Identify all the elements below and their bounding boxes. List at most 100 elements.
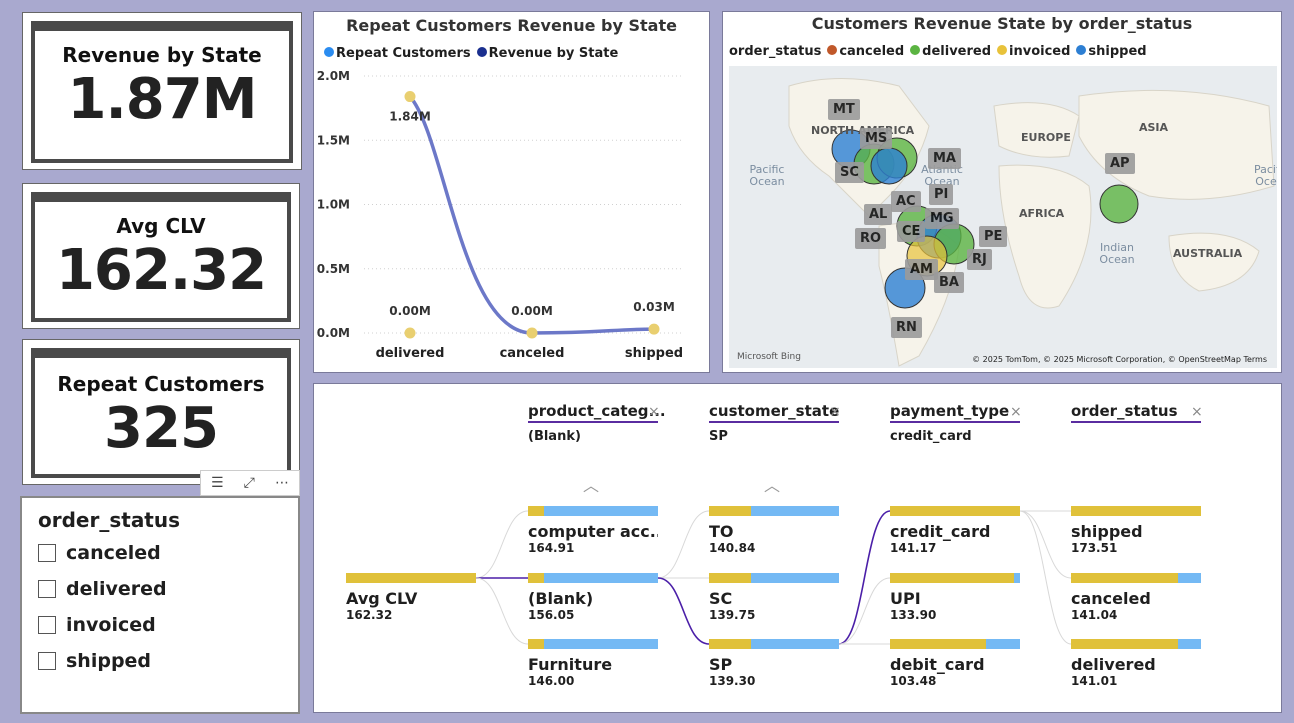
- y-tick-label: 1.5M: [317, 133, 350, 147]
- tree-node[interactable]: TO 140.84: [709, 506, 839, 555]
- tree-node[interactable]: Avg CLV 162.32: [346, 573, 476, 622]
- node-bar: [1071, 573, 1201, 583]
- x-tick-label: shipped: [625, 346, 683, 361]
- filter-icon[interactable]: ☰: [211, 475, 224, 491]
- node-label: Avg CLV: [346, 589, 418, 608]
- map-canvas[interactable]: NORTH AMERICA EUROPE ASIA AFRICA AUSTRAL…: [729, 66, 1277, 368]
- map-copyright[interactable]: © 2025 TomTom, © 2025 Microsoft Corporat…: [972, 355, 1267, 364]
- visual-toolbar: ☰ ⤢ ⋯: [200, 470, 300, 496]
- state-tag[interactable]: SC: [835, 162, 864, 183]
- focus-mode-icon[interactable]: ⤢: [243, 475, 255, 491]
- tree-node[interactable]: credit_card 141.17: [890, 506, 1020, 555]
- legend-item[interactable]: invoiced: [997, 44, 1070, 59]
- state-tag[interactable]: PE: [979, 226, 1008, 247]
- tree-node[interactable]: SP 139.30: [709, 639, 839, 688]
- tree-node[interactable]: debit_card 103.48: [890, 639, 1020, 688]
- node-bar: [890, 639, 1020, 649]
- node-label: credit_card: [890, 522, 991, 541]
- state-tag[interactable]: CE: [897, 221, 926, 242]
- ocean-label: Pacific Oce: [1254, 164, 1277, 188]
- node-value: 139.30: [709, 674, 756, 688]
- connector: [475, 577, 529, 645]
- tree-node[interactable]: computer acc... 164.91: [528, 506, 658, 555]
- connector: [1019, 510, 1072, 645]
- tree-node[interactable]: Furniture 146.00: [528, 639, 658, 688]
- node-label: SP: [709, 655, 733, 674]
- kpi-value: 325: [104, 396, 219, 461]
- legend-item[interactable]: Repeat Customers: [324, 46, 471, 61]
- slicer-item-delivered[interactable]: delivered: [38, 578, 167, 600]
- ocean-label: Indian Ocean: [1099, 241, 1135, 266]
- legend-dot-icon: [997, 45, 1008, 55]
- active-connector: [838, 510, 891, 645]
- checkbox[interactable]: [38, 580, 56, 598]
- x-tick-label: canceled: [500, 346, 565, 361]
- line-chart-panel: Repeat Customers Revenue by State Repeat…: [313, 11, 710, 373]
- close-icon[interactable]: ×: [648, 404, 660, 420]
- state-tag[interactable]: MT: [828, 99, 860, 120]
- legend-label: canceled: [839, 44, 905, 59]
- state-tag[interactable]: RN: [891, 317, 922, 338]
- state-tag[interactable]: MG: [925, 208, 959, 229]
- data-point[interactable]: [526, 327, 538, 339]
- slicer-item-shipped[interactable]: shipped: [38, 650, 151, 672]
- legend-label: shipped: [1088, 44, 1147, 59]
- legend-item[interactable]: delivered: [910, 44, 991, 59]
- state-tag[interactable]: AL: [864, 204, 893, 225]
- close-icon[interactable]: ×: [1010, 404, 1022, 420]
- node-value: 141.17: [890, 541, 937, 555]
- chevron-up-icon[interactable]: ︿: [764, 476, 781, 495]
- state-tag[interactable]: BA: [934, 272, 964, 293]
- state-tag[interactable]: RO: [855, 228, 887, 249]
- node-value: 139.75: [709, 608, 756, 622]
- tree-column-header[interactable]: customer_state: [709, 402, 839, 423]
- checkbox[interactable]: [38, 616, 56, 634]
- state-tag[interactable]: MS: [860, 128, 893, 149]
- state-tag[interactable]: AP: [1105, 153, 1135, 174]
- slicer-item-label: delivered: [66, 578, 167, 600]
- kpi-title: Revenue by State: [62, 43, 262, 67]
- tree-node[interactable]: canceled 141.04: [1071, 573, 1201, 622]
- close-icon[interactable]: ×: [829, 404, 841, 420]
- checkbox[interactable]: [38, 544, 56, 562]
- state-tag[interactable]: PI: [929, 184, 954, 205]
- state-tag[interactable]: RJ: [967, 249, 992, 270]
- state-tag[interactable]: AM: [905, 259, 938, 280]
- data-point[interactable]: [648, 323, 660, 335]
- legend-title: order_status: [729, 44, 822, 59]
- slicer-item-canceled[interactable]: canceled: [38, 542, 161, 564]
- tree-node[interactable]: (Blank) 156.05: [528, 573, 658, 622]
- tree-node[interactable]: delivered 141.01: [1071, 639, 1201, 688]
- tree-column-header[interactable]: payment_type: [890, 402, 1020, 423]
- tree-column-header[interactable]: order_status: [1071, 402, 1201, 423]
- data-label: 0.03M: [633, 300, 675, 314]
- chart-title: Repeat Customers Revenue by State: [346, 16, 677, 35]
- map-continent-label: EUROPE: [1021, 131, 1071, 144]
- data-point[interactable]: [404, 91, 416, 103]
- state-tag[interactable]: AC: [891, 191, 921, 212]
- legend-dot-icon: [910, 45, 921, 55]
- tree-node[interactable]: SC 139.75: [709, 573, 839, 622]
- node-value: 164.91: [528, 541, 575, 555]
- slicer-item-invoiced[interactable]: invoiced: [38, 614, 156, 636]
- kpi-revenue-card: Revenue by State 1.87M: [22, 12, 302, 170]
- map-title: Customers Revenue State by order_status: [811, 14, 1193, 33]
- tree-node[interactable]: shipped 173.51: [1071, 506, 1201, 555]
- tree-column-header[interactable]: product_categ...: [528, 402, 666, 423]
- legend-item[interactable]: canceled: [827, 44, 904, 59]
- series-line-revenue[interactable]: [408, 95, 655, 335]
- europe-shape: [993, 102, 1080, 158]
- checkbox[interactable]: [38, 652, 56, 670]
- tree-column-selection: credit_card: [890, 429, 972, 444]
- node-bar: [890, 506, 1020, 516]
- slicer-item-label: shipped: [66, 650, 152, 672]
- more-options-icon[interactable]: ⋯: [274, 475, 289, 491]
- legend-item[interactable]: Revenue by State: [476, 46, 618, 61]
- chevron-up-icon[interactable]: ︿: [583, 476, 600, 495]
- kpi-value: 162.32: [55, 238, 267, 303]
- state-tag[interactable]: MA: [928, 148, 961, 169]
- tree-node[interactable]: UPI 133.90: [890, 573, 1020, 622]
- data-point[interactable]: [404, 327, 416, 339]
- close-icon[interactable]: ×: [1191, 404, 1203, 420]
- legend-item[interactable]: shipped: [1076, 44, 1147, 59]
